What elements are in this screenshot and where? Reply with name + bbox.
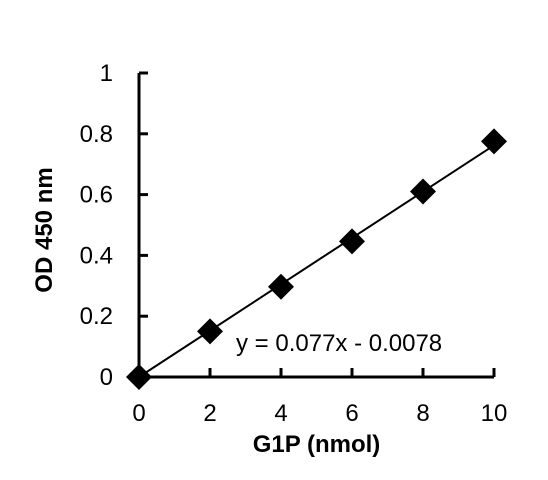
data-point: [410, 178, 436, 205]
y-tick-label: 0.8: [80, 121, 113, 148]
x-tick-label: 8: [416, 400, 429, 427]
data-point: [197, 318, 223, 345]
data-point: [339, 228, 365, 255]
x-tick-label: 4: [274, 400, 287, 427]
data-points: [126, 128, 507, 390]
data-point: [126, 364, 152, 390]
y-tick-label: 0: [100, 364, 113, 391]
x-tick-label: 10: [481, 400, 508, 427]
y-tick-label: 0.6: [80, 182, 113, 209]
axes: 00.20.40.60.810 2 4 6 8 10: [80, 60, 508, 427]
data-point: [481, 128, 507, 155]
trendline-group: [138, 144, 495, 378]
y-tick-label: 0.2: [80, 303, 113, 330]
y-tick-label: 1: [100, 60, 113, 87]
y-axis-title: OD 450 nm: [31, 167, 58, 292]
equation-annotation: y = 0.077x - 0.0078: [236, 330, 442, 357]
labels: y = 0.077x - 0.0078 G1P (nmol) OD 450 nm: [31, 167, 442, 458]
x-tick-label: 6: [345, 400, 358, 427]
x-tick-label: 2: [203, 400, 216, 427]
data-point: [268, 273, 294, 300]
trendline: [138, 144, 495, 378]
x-tick-label: 0: [132, 400, 145, 427]
y-tick-label: 0.4: [80, 242, 113, 269]
x-axis-title: G1P (nmol): [253, 431, 381, 458]
